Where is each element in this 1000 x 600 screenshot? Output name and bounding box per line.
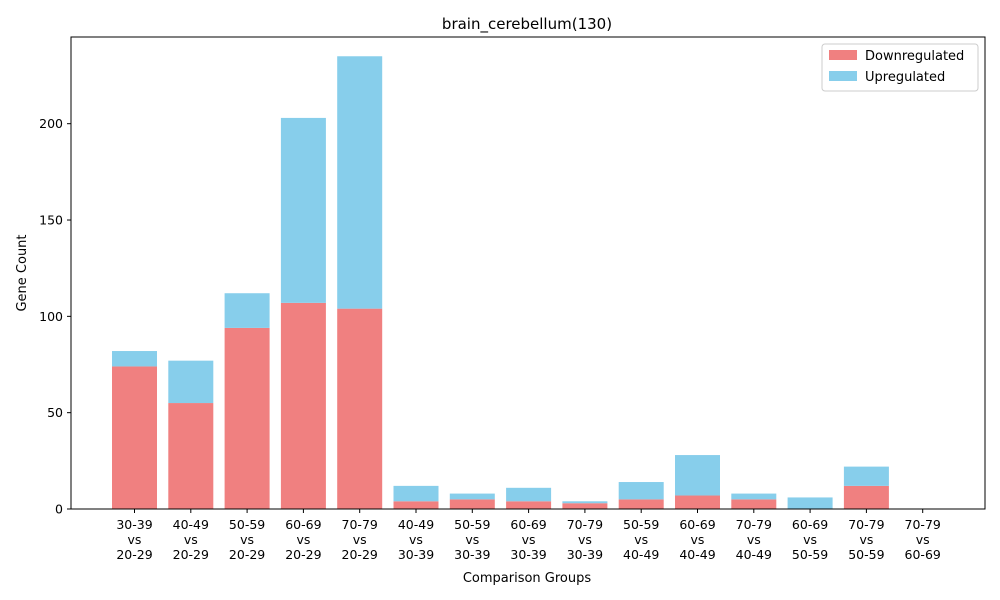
chart-title: brain_cerebellum(130) — [442, 15, 612, 34]
bar-upregulated — [675, 455, 720, 496]
x-tick-label: 70-79 vs 60-69 — [905, 517, 941, 562]
legend-swatch-downregulated — [829, 50, 857, 60]
x-tick-label: 40-49 vs 30-39 — [398, 517, 434, 562]
x-tick-label: 50-59 vs 30-39 — [454, 517, 490, 562]
bar-downregulated — [224, 327, 270, 509]
y-axis: 0 50 100 150 200 — [39, 116, 71, 517]
bar-upregulated — [618, 482, 664, 500]
bar-upregulated — [449, 493, 495, 500]
x-axis: 30-39 vs 20-29 40-49 vs 20-29 50-59 vs 20-29 60-6… — [116, 509, 941, 562]
y-axis-label: Gene Count — [15, 234, 30, 311]
x-tick-label: 30-39 vs 20-29 — [116, 517, 152, 562]
bar-downregulated — [675, 495, 720, 509]
bar-upregulated — [787, 497, 833, 509]
bar-upregulated — [393, 485, 439, 502]
bar-downregulated — [168, 403, 214, 509]
plot-frame — [70, 36, 986, 510]
x-axis-label: Comparison Groups — [463, 571, 592, 586]
y-tick-label: 50 — [47, 405, 63, 420]
x-tick-label: 70-79 vs 40-49 — [736, 517, 772, 562]
bar-downregulated — [731, 499, 777, 509]
bar-upregulated — [280, 117, 326, 303]
bar-downregulated — [449, 499, 495, 509]
bar-upregulated — [506, 487, 552, 502]
bar-downregulated — [393, 501, 439, 509]
bar-upregulated — [168, 360, 214, 404]
bar-downregulated — [618, 499, 664, 509]
bar-downregulated — [843, 485, 889, 509]
y-tick-label: 100 — [39, 309, 63, 324]
bar-upregulated — [337, 56, 383, 309]
x-tick-label: 70-79 vs 50-59 — [848, 517, 884, 562]
bar-downregulated — [506, 501, 552, 509]
bar-downregulated — [562, 503, 608, 509]
x-tick-label: 70-79 vs 30-39 — [567, 517, 603, 562]
y-tick-label: 200 — [39, 116, 63, 131]
bar-downregulated — [337, 308, 383, 509]
x-tick-label: 70-79 vs 20-29 — [342, 517, 378, 562]
legend-frame — [821, 43, 979, 92]
y-tick-label: 150 — [39, 213, 63, 228]
bar-upregulated — [562, 501, 608, 504]
legend-label-upregulated: Upregulated — [865, 70, 945, 85]
x-tick-label: 60-69 vs 50-59 — [792, 517, 828, 562]
y-tick-label: 0 — [55, 502, 63, 517]
bar-upregulated — [112, 351, 157, 367]
x-tick-label: 50-59 vs 20-29 — [229, 517, 265, 562]
bar-upregulated — [843, 466, 889, 486]
x-tick-label: 50-59 vs 40-49 — [623, 517, 659, 562]
legend-label-downregulated: Downregulated — [865, 49, 964, 64]
bar-group — [112, 56, 889, 509]
legend-swatch-upregulated — [829, 71, 857, 81]
x-tick-label: 60-69 vs 30-39 — [510, 517, 546, 562]
bar-upregulated — [731, 493, 777, 500]
bar-downregulated — [280, 302, 326, 509]
x-tick-label: 60-69 vs 40-49 — [679, 517, 715, 562]
bar-downregulated — [112, 366, 157, 509]
legend: Downregulated Upregulated — [821, 43, 979, 92]
x-tick-label: 60-69 vs 20-29 — [285, 517, 321, 562]
x-tick-label: 40-49 vs 20-29 — [173, 517, 209, 562]
bar-upregulated — [224, 293, 270, 328]
